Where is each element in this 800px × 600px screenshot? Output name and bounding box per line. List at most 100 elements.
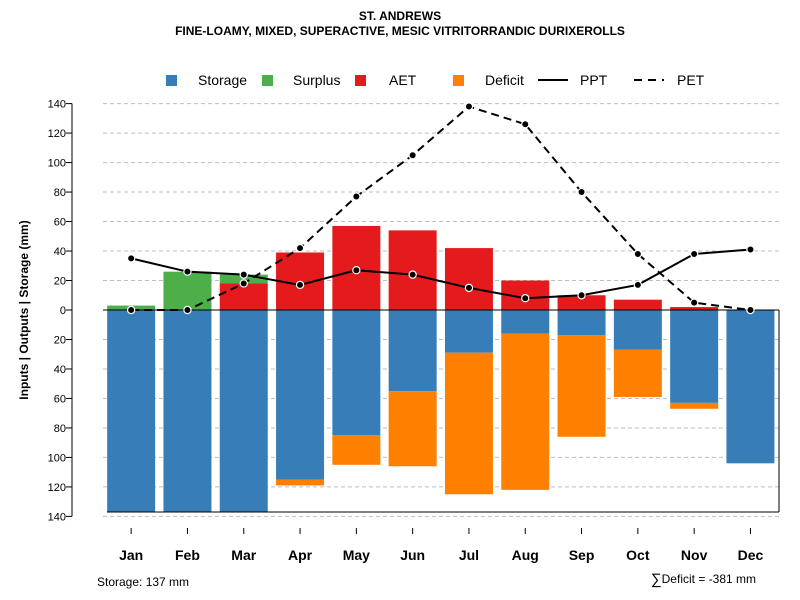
x-tick-label: Feb xyxy=(175,547,200,563)
x-tick-label: Oct xyxy=(626,547,650,563)
point-pet xyxy=(239,279,248,288)
point-pet xyxy=(521,120,530,129)
point-ppt xyxy=(183,267,192,276)
bar-aet xyxy=(444,248,493,310)
point-pet xyxy=(464,102,474,111)
chart-title: ST. ANDREWS xyxy=(358,9,442,23)
bar-storage xyxy=(670,310,719,403)
bar-storage xyxy=(444,310,493,353)
bar-deficit xyxy=(276,479,325,486)
y-tick-label: 80 xyxy=(54,187,66,199)
point-pet xyxy=(408,150,417,160)
point-ppt xyxy=(746,245,755,254)
x-tick-label: Dec xyxy=(738,547,764,563)
bar-surplus xyxy=(219,274,268,284)
chart-subtitle: FINE-LOAMY, MIXED, SUPERACTIVE, MESIC VI… xyxy=(175,24,625,38)
point-pet xyxy=(746,305,755,315)
point-pet xyxy=(126,305,136,315)
series-lines xyxy=(126,102,755,315)
bar-aet xyxy=(388,230,437,310)
y-tick-label: 20 xyxy=(54,276,66,288)
y-tick-label: 100 xyxy=(48,452,66,464)
bar-aet xyxy=(613,299,662,310)
point-pet xyxy=(689,298,699,307)
bar-deficit xyxy=(613,349,662,397)
x-tick-label: Mar xyxy=(231,547,256,563)
x-tick-label: Nov xyxy=(681,547,708,563)
deficit-text: Deficit = -381 mm xyxy=(661,572,756,586)
bar-deficit xyxy=(670,402,719,409)
legend-label-surplus: Surplus xyxy=(293,72,340,88)
x-tick-label: Aug xyxy=(512,547,539,563)
bar-storage xyxy=(613,310,662,350)
y-tick-label: 40 xyxy=(54,246,66,258)
point-pet xyxy=(577,187,586,197)
x-tick-label: Apr xyxy=(288,547,313,563)
bar-storage xyxy=(107,310,156,512)
point-ppt xyxy=(295,280,305,290)
x-tick-label: May xyxy=(343,547,370,563)
point-ppt xyxy=(126,254,136,263)
gridlines xyxy=(103,103,779,517)
bar-deficit xyxy=(444,352,493,495)
bar-storage xyxy=(726,310,775,464)
legend: Storage Surplus AET Deficit PPT PET xyxy=(166,72,705,88)
legend-swatch-deficit xyxy=(453,75,464,86)
bar-storage xyxy=(501,310,550,334)
legend-swatch-storage xyxy=(166,75,177,86)
point-ppt xyxy=(577,291,586,300)
deficit-note: ∑Deficit = -381 mm xyxy=(651,571,756,588)
bar-storage xyxy=(276,310,325,480)
legend-label-aet: AET xyxy=(389,72,417,88)
y-tick-label: 0 xyxy=(60,305,66,317)
sigma-symbol: ∑ xyxy=(650,571,662,588)
y-tick-label: 40 xyxy=(54,364,66,376)
legend-swatch-surplus xyxy=(262,75,273,86)
y-tick-label: 140 xyxy=(48,511,66,523)
bar-storage xyxy=(557,310,606,336)
y-tick-label: 20 xyxy=(54,334,66,346)
bar-deficit xyxy=(501,333,550,490)
bar-storage xyxy=(332,310,381,436)
point-ppt xyxy=(408,270,417,279)
bar-storage xyxy=(219,310,268,512)
bar-aet xyxy=(670,307,719,310)
x-tick-label: Sep xyxy=(569,547,595,563)
bar-storage xyxy=(163,310,212,512)
y-tick-label: 100 xyxy=(48,158,66,170)
line-pet xyxy=(131,105,751,311)
bar-deficit xyxy=(332,435,381,465)
y-tick-label: 60 xyxy=(54,217,66,229)
y-tick-label: 120 xyxy=(48,482,66,494)
point-ppt xyxy=(239,270,248,279)
point-ppt xyxy=(352,265,361,275)
legend-swatch-aet xyxy=(355,75,366,86)
y-axis-label: Inputs | Outputs | Storage (mm) xyxy=(17,220,31,399)
x-tick-label: Jan xyxy=(119,547,143,563)
legend-label-pet: PET xyxy=(677,72,705,88)
point-pet xyxy=(633,249,643,259)
axes: 140 120 100 80 60 40 20 0 20 40 60 80 100 120 140 Jan Fe… xyxy=(48,99,780,563)
legend-label-ppt: PPT xyxy=(580,72,608,88)
point-pet xyxy=(183,305,192,315)
legend-label-storage: Storage xyxy=(198,72,247,88)
point-pet xyxy=(295,243,305,253)
point-ppt xyxy=(689,249,699,259)
y-tick-label: 120 xyxy=(48,128,66,140)
x-tick-label: Jun xyxy=(400,547,425,563)
y-tick-label: 80 xyxy=(54,423,66,435)
legend-label-deficit: Deficit xyxy=(485,72,524,88)
y-tick-label: 60 xyxy=(54,393,66,405)
bar-aet xyxy=(557,295,606,310)
line-ppt xyxy=(130,248,751,300)
y-tick-label: 140 xyxy=(48,99,66,111)
x-tick-label: Jul xyxy=(459,547,479,563)
bar-storage xyxy=(388,310,437,392)
point-ppt xyxy=(521,294,530,303)
point-ppt xyxy=(464,283,474,293)
bar-surplus xyxy=(163,271,212,310)
bar-deficit xyxy=(388,391,437,467)
point-pet xyxy=(352,192,361,201)
bar-aet xyxy=(219,283,268,310)
